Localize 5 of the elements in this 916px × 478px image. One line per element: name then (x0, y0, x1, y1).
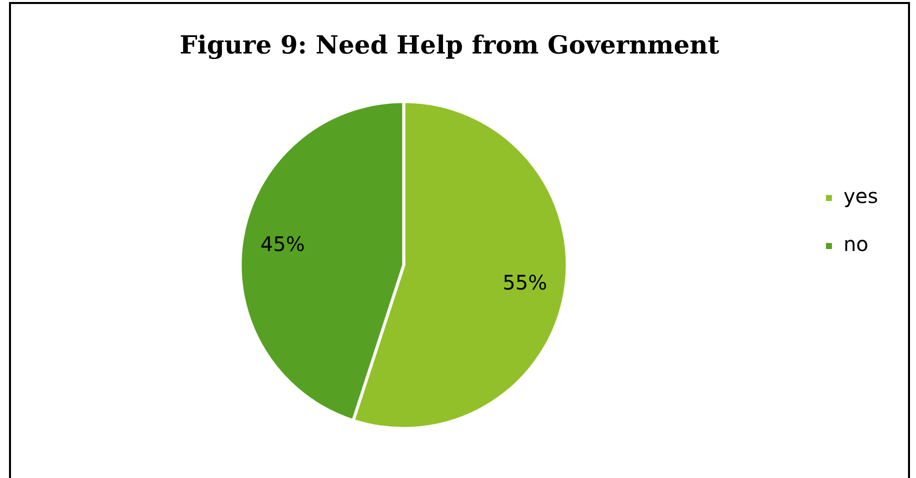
legend-label: yes (843, 184, 878, 208)
data-label: 45% (260, 232, 305, 256)
legend-label: no (843, 232, 868, 256)
chart-title: Figure 9: Need Help from Government (180, 30, 720, 60)
data-label: 55% (502, 270, 548, 294)
